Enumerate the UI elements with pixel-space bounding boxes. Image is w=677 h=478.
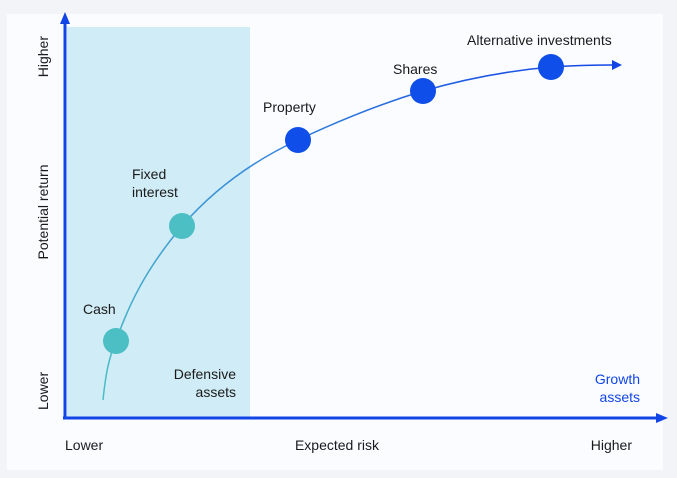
x-axis-high-label: Higher <box>591 437 633 453</box>
point-alternative-investments <box>538 54 564 80</box>
label-alternative-investments: Alternative investments <box>467 32 612 48</box>
point-fixed-interest <box>169 213 195 239</box>
growth-label-line2: assets <box>600 389 640 405</box>
label-cash: Cash <box>83 301 116 317</box>
y-axis-title: Potential return <box>35 165 51 260</box>
y-axis-low-label: Lower <box>35 372 51 410</box>
x-axis-title: Expected risk <box>295 437 380 453</box>
y-axis-high-label: Higher <box>35 36 51 78</box>
defensive-label-line2: assets <box>196 384 236 400</box>
defensive-region <box>67 27 250 418</box>
label-shares: Shares <box>393 61 437 77</box>
growth-label-line1: Growth <box>595 371 640 387</box>
y-axis-arrow-icon <box>60 12 70 24</box>
point-property <box>285 127 311 153</box>
x-axis-arrow-icon <box>656 413 668 423</box>
x-axis-low-label: Lower <box>65 437 103 453</box>
point-cash <box>103 328 129 354</box>
label-fixed-interest-line2: interest <box>132 184 178 200</box>
label-fixed-interest-line1: Fixed <box>132 166 166 182</box>
label-property: Property <box>263 99 316 115</box>
defensive-label-line1: Defensive <box>174 366 236 382</box>
point-shares <box>410 78 436 104</box>
curve-arrow-icon <box>612 60 622 70</box>
